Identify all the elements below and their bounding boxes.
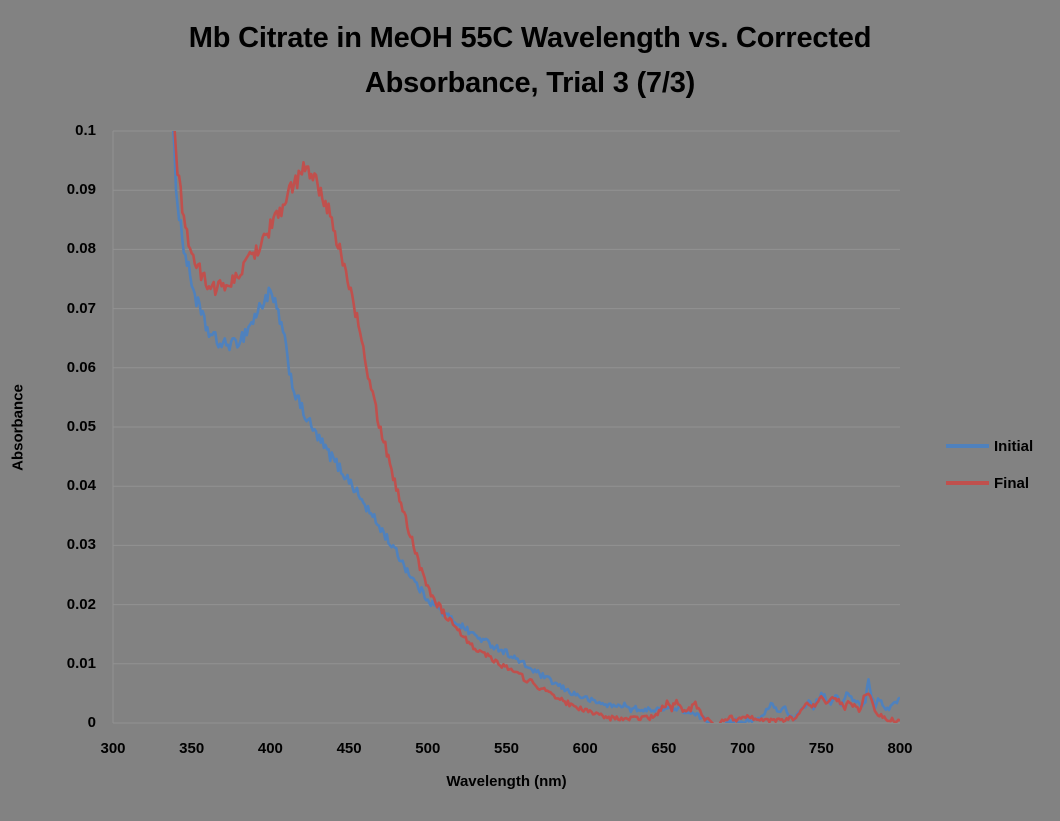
x-tick-label: 550 — [493, 740, 520, 757]
y-tick-label: 0.06 — [66, 358, 96, 376]
x-tick-label: 750 — [808, 740, 834, 757]
x-axis-title: Wavelength (nm) — [446, 773, 567, 790]
y-tick-label: 0.1 — [75, 122, 96, 139]
legend-item-final: Final — [946, 474, 1033, 492]
chart-title-line-1: Mb Citrate in MeOH 55C Wavelength vs. Co… — [188, 22, 872, 54]
x-tick-label: 600 — [572, 740, 598, 757]
final-series-swatch — [946, 481, 989, 485]
legend-item-initial: Initial — [946, 437, 1033, 455]
x-tick-label: 400 — [257, 740, 283, 757]
y-tick-label: 0.01 — [66, 654, 96, 672]
x-tick-label: 700 — [730, 740, 756, 757]
legend: Initial Final — [946, 437, 1033, 492]
x-tick-label: 800 — [887, 740, 913, 757]
chart-title-line-2: Absorbance, Trial 3 (7/3) — [364, 67, 696, 99]
y-tick-label: 0.05 — [66, 418, 96, 435]
y-tick-label: 0.09 — [66, 181, 96, 199]
y-tick-label: 0.07 — [66, 299, 96, 317]
y-tick-label: 0.03 — [66, 536, 96, 554]
y-axis-title: Absorbance — [9, 384, 27, 471]
x-tick-label: 450 — [336, 740, 362, 757]
x-tick-label: 650 — [651, 740, 677, 757]
y-tick-label: 0.04 — [66, 477, 96, 495]
initial-series-swatch — [946, 444, 989, 448]
x-tick-label: 300 — [100, 740, 126, 757]
legend-label-initial: Initial — [994, 437, 1034, 455]
legend-label-final: Final — [994, 474, 1030, 492]
x-tick-label: 350 — [179, 740, 205, 757]
x-tick-label: 500 — [415, 740, 441, 757]
series-initial-line — [172, 131, 900, 723]
series-final-line — [173, 131, 900, 723]
y-tick-label: 0.08 — [66, 240, 96, 258]
y-tick-label: 0 — [87, 714, 96, 731]
chart-title: Mb Citrate in MeOH 55C Wavelength vs. Co… — [0, 16, 1060, 106]
y-tick-label: 0.02 — [66, 595, 96, 613]
